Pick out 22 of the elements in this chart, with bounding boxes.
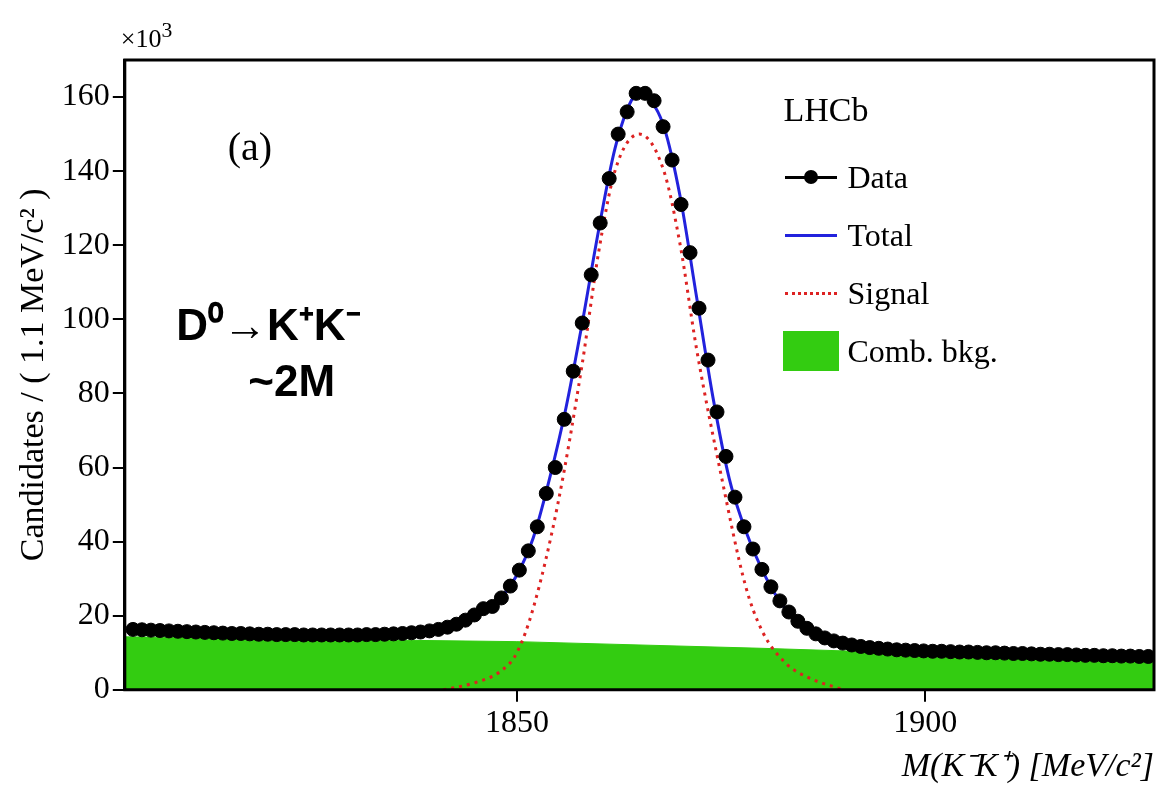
annotation: D⁰→K⁺K⁻ <box>176 299 361 351</box>
legend-label: Data <box>847 158 908 196</box>
y-tick-label: 20 <box>77 595 110 632</box>
y-tick-label: 40 <box>77 521 110 558</box>
y-axis-title: Candidates / ( 1.1 MeV/c² ) <box>13 188 52 562</box>
x-tick-label: 1850 <box>484 703 549 740</box>
y-tick-label: 80 <box>77 372 110 409</box>
annotation: (a) <box>227 122 273 170</box>
y-tick-label: 120 <box>61 224 110 261</box>
y-tick-label: 160 <box>61 76 110 113</box>
text: ×10$^{3}$ <box>120 18 173 54</box>
x-axis-title: M(K⁻K⁺) [MeV/c²] <box>900 745 1154 784</box>
y-tick-label: 0 <box>93 669 110 706</box>
legend-label: Signal <box>847 274 930 312</box>
x-tick-label: 1900 <box>893 703 958 740</box>
annotation: ~2M <box>248 356 336 406</box>
y-tick-label: 60 <box>77 446 110 483</box>
legend-label: Comb. bkg. <box>847 332 998 370</box>
legend-label: Total <box>847 216 913 254</box>
annotation: LHCb <box>783 91 869 130</box>
y-tick-label: 140 <box>61 150 110 187</box>
y-tick-label: 100 <box>61 298 110 335</box>
